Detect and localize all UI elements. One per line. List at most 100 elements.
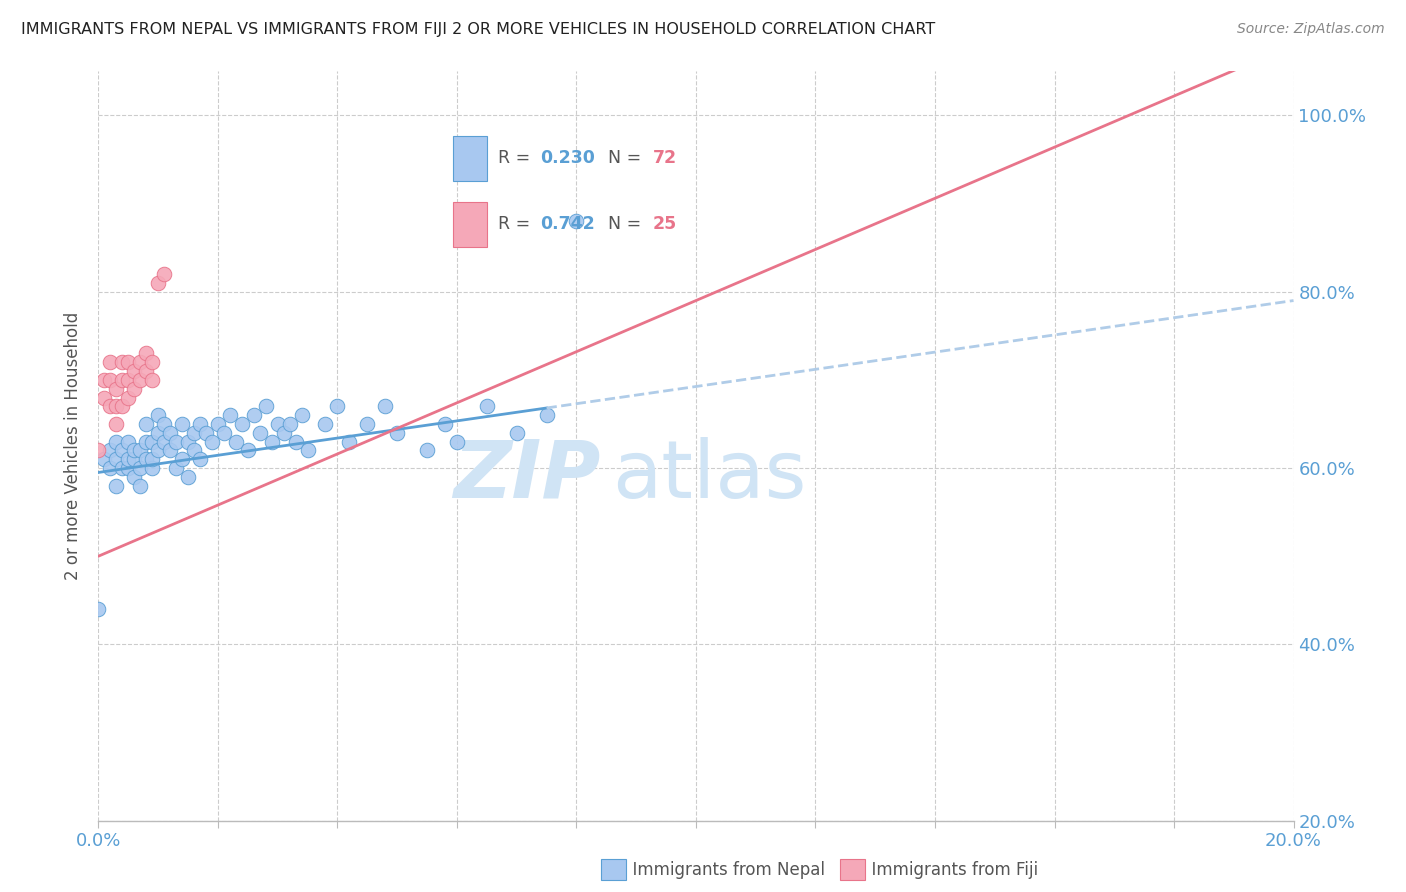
Point bbox=[93, 452, 115, 467]
Point bbox=[153, 434, 176, 449]
Point bbox=[172, 417, 194, 431]
Text: Source: ZipAtlas.com: Source: ZipAtlas.com bbox=[1237, 22, 1385, 37]
Point bbox=[159, 425, 181, 440]
Point bbox=[105, 434, 128, 449]
Point bbox=[188, 452, 211, 467]
Point bbox=[105, 400, 128, 414]
Point bbox=[135, 364, 157, 378]
Point bbox=[315, 417, 337, 431]
Point bbox=[135, 417, 157, 431]
Point bbox=[117, 355, 139, 369]
Point bbox=[297, 443, 319, 458]
Point bbox=[141, 452, 163, 467]
Point bbox=[129, 478, 152, 492]
Point bbox=[172, 452, 194, 467]
Point bbox=[129, 373, 152, 387]
Point bbox=[434, 417, 457, 431]
Point bbox=[124, 364, 146, 378]
Point bbox=[153, 417, 176, 431]
Point bbox=[207, 417, 229, 431]
Text: Immigrants from Fiji: Immigrants from Fiji bbox=[860, 861, 1038, 879]
Point bbox=[231, 417, 253, 431]
Point bbox=[219, 408, 242, 422]
Point bbox=[87, 443, 110, 458]
Point bbox=[291, 408, 314, 422]
Point bbox=[105, 417, 128, 431]
Point bbox=[141, 355, 163, 369]
Point bbox=[111, 461, 134, 475]
Point bbox=[326, 400, 349, 414]
Point bbox=[135, 434, 157, 449]
Point bbox=[111, 355, 134, 369]
Point bbox=[141, 373, 163, 387]
Point bbox=[183, 443, 205, 458]
Point bbox=[93, 391, 115, 405]
Point bbox=[98, 355, 122, 369]
Point bbox=[98, 443, 122, 458]
Point bbox=[124, 470, 146, 484]
Point bbox=[165, 461, 187, 475]
Point bbox=[506, 425, 529, 440]
Point bbox=[153, 267, 176, 281]
Point bbox=[105, 382, 128, 396]
Point bbox=[117, 373, 139, 387]
Point bbox=[284, 434, 307, 449]
Point bbox=[236, 443, 259, 458]
Point bbox=[141, 434, 163, 449]
Point bbox=[260, 434, 283, 449]
Text: Immigrants from Nepal: Immigrants from Nepal bbox=[621, 861, 825, 879]
Point bbox=[225, 434, 247, 449]
Point bbox=[254, 400, 277, 414]
Point bbox=[356, 417, 378, 431]
Point bbox=[98, 373, 122, 387]
Point bbox=[177, 434, 200, 449]
Point bbox=[374, 400, 396, 414]
Point bbox=[536, 408, 558, 422]
Point bbox=[165, 434, 187, 449]
Point bbox=[148, 276, 170, 290]
Point bbox=[446, 434, 468, 449]
Point bbox=[129, 355, 152, 369]
Point bbox=[111, 443, 134, 458]
Point bbox=[105, 452, 128, 467]
Point bbox=[195, 425, 218, 440]
Point bbox=[124, 443, 146, 458]
Point bbox=[249, 425, 271, 440]
Y-axis label: 2 or more Vehicles in Household: 2 or more Vehicles in Household bbox=[65, 312, 83, 580]
Point bbox=[135, 452, 157, 467]
Point bbox=[177, 470, 200, 484]
Point bbox=[117, 452, 139, 467]
Point bbox=[148, 443, 170, 458]
Point bbox=[93, 373, 115, 387]
Point bbox=[565, 214, 588, 228]
Point bbox=[98, 461, 122, 475]
Text: IMMIGRANTS FROM NEPAL VS IMMIGRANTS FROM FIJI 2 OR MORE VEHICLES IN HOUSEHOLD CO: IMMIGRANTS FROM NEPAL VS IMMIGRANTS FROM… bbox=[21, 22, 935, 37]
Point bbox=[148, 425, 170, 440]
Point bbox=[117, 434, 139, 449]
Point bbox=[111, 373, 134, 387]
Point bbox=[105, 478, 128, 492]
Point bbox=[129, 461, 152, 475]
Point bbox=[87, 602, 110, 616]
Point bbox=[183, 425, 205, 440]
Point bbox=[416, 443, 439, 458]
Point bbox=[98, 400, 122, 414]
Text: ZIP: ZIP bbox=[453, 437, 600, 515]
Point bbox=[385, 425, 409, 440]
Point bbox=[148, 408, 170, 422]
Point bbox=[135, 346, 157, 360]
Point bbox=[475, 400, 498, 414]
Point bbox=[124, 382, 146, 396]
Point bbox=[117, 461, 139, 475]
Point bbox=[111, 400, 134, 414]
Point bbox=[278, 417, 301, 431]
Point bbox=[339, 434, 361, 449]
Point bbox=[129, 443, 152, 458]
Point bbox=[117, 391, 139, 405]
Point bbox=[201, 434, 224, 449]
Point bbox=[273, 425, 295, 440]
Text: atlas: atlas bbox=[613, 437, 807, 515]
Point bbox=[159, 443, 181, 458]
Point bbox=[188, 417, 211, 431]
Point bbox=[212, 425, 235, 440]
